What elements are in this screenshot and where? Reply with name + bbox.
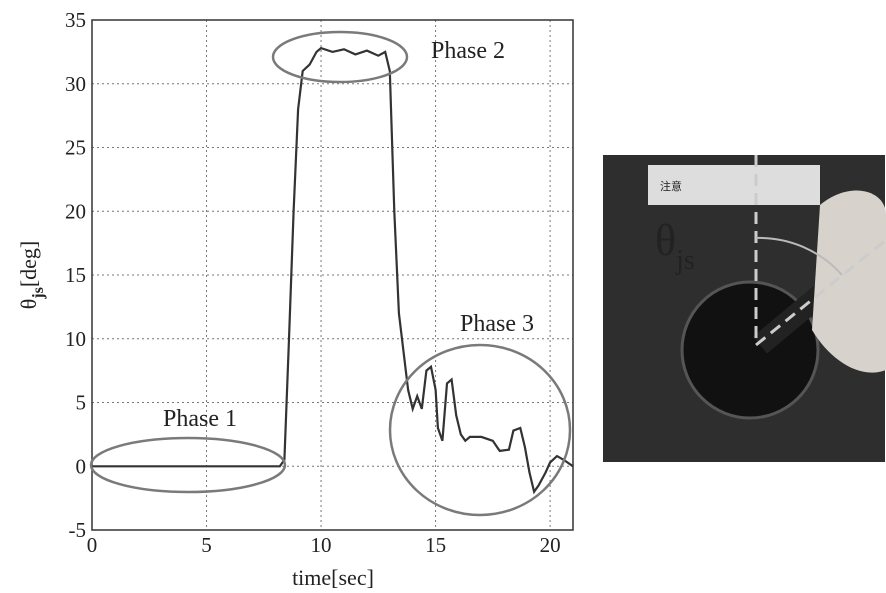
y-tick-label: -5 bbox=[69, 518, 87, 542]
y-tick-label: 30 bbox=[65, 72, 86, 96]
warning-text: 注意 bbox=[660, 179, 682, 193]
data-line bbox=[92, 46, 574, 495]
x-tick-label: 10 bbox=[311, 533, 332, 557]
y-tick-label: 0 bbox=[76, 454, 87, 478]
x-tick-label: 0 bbox=[87, 533, 98, 557]
phase-label: Phase 2 bbox=[431, 38, 505, 64]
x-tick-label: 20 bbox=[540, 533, 561, 557]
y-tick-label: 10 bbox=[65, 327, 86, 351]
hand bbox=[812, 190, 886, 373]
phase-label: Phase 3 bbox=[460, 311, 534, 337]
phase-ellipse bbox=[271, 30, 409, 84]
phase-label: Phase 1 bbox=[163, 406, 237, 432]
photo: 注意 θjs bbox=[603, 155, 886, 462]
angle-symbol: θ bbox=[655, 216, 676, 265]
x-axis-label: time[sec] bbox=[292, 565, 374, 590]
y-tick-label: 35 bbox=[65, 8, 86, 32]
y-tick-label: 15 bbox=[65, 263, 86, 287]
y-label-subscript: js bbox=[30, 287, 47, 300]
phase-ellipse bbox=[89, 436, 287, 494]
y-tick-label: 25 bbox=[65, 136, 86, 160]
plot-frame bbox=[91, 19, 574, 531]
phase-ellipse bbox=[388, 343, 572, 517]
warning-sticker bbox=[648, 165, 820, 205]
y-label-symbol: θ bbox=[16, 299, 41, 310]
stick-axis-line bbox=[755, 238, 886, 347]
x-tick-label: 5 bbox=[201, 533, 212, 557]
y-tick-label: 5 bbox=[76, 391, 87, 415]
y-axis-label: θjs[deg] bbox=[16, 241, 47, 310]
x-tick-label: 15 bbox=[425, 533, 446, 557]
y-label-unit: [deg] bbox=[16, 241, 41, 287]
angle-arc bbox=[755, 236, 843, 276]
photo-angle-label: θjs bbox=[655, 216, 695, 276]
y-tick-label: 20 bbox=[65, 199, 86, 223]
angle-subscript: js bbox=[675, 245, 695, 276]
